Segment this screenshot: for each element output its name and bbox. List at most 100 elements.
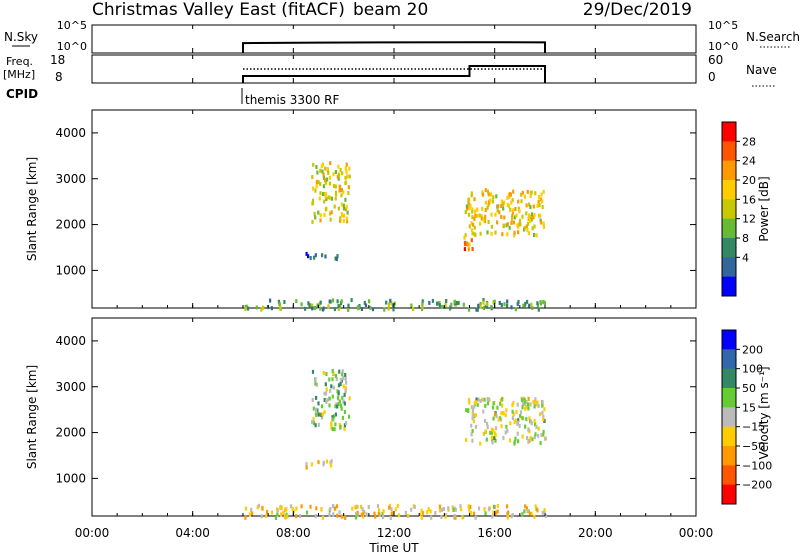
range-gate-cell	[334, 373, 337, 378]
range-gate-cell	[467, 409, 470, 413]
range-gate-cell	[329, 463, 333, 468]
range-gate-cell	[542, 300, 545, 304]
range-gate-cell	[385, 300, 388, 305]
range-gate-cell	[516, 431, 519, 436]
range-gate-cell	[490, 224, 493, 229]
range-gate-cell	[482, 300, 485, 305]
nsky-tick-top: 10^5	[57, 19, 87, 32]
range-gate-cell	[244, 515, 247, 520]
range-gate-cell	[365, 512, 368, 517]
colorbar-frame	[721, 329, 737, 505]
range-gate-cell	[543, 407, 546, 412]
y-tick-label: 4000	[55, 334, 86, 348]
range-gate-cell	[440, 507, 443, 512]
range-gate-cell	[529, 219, 532, 224]
colorbar-swatch	[722, 349, 736, 370]
range-gate-cell	[461, 515, 464, 520]
range-gate-cell	[494, 433, 497, 438]
range-gate-cell	[328, 175, 332, 180]
range-gate-cell	[307, 254, 310, 259]
range-gate-cell	[467, 212, 471, 217]
range-gate-cell	[319, 213, 322, 218]
xaxis-label: Time UT	[368, 541, 419, 554]
range-gate-cell	[295, 514, 298, 519]
range-gate-cell	[383, 307, 386, 312]
range-gate-cell	[344, 207, 347, 212]
colorbar-swatch	[722, 199, 736, 220]
range-gate-cell	[334, 196, 337, 201]
range-gate-cell	[460, 507, 463, 512]
range-gate-cell	[337, 206, 340, 211]
range-gate-cell	[530, 190, 533, 195]
range-gate-cell	[501, 232, 504, 237]
range-gate-cell	[323, 199, 326, 204]
range-gate-cell	[343, 392, 346, 397]
range-gate-cell	[517, 230, 520, 235]
range-gate-cell	[308, 303, 311, 308]
range-gate-cell	[321, 162, 325, 167]
range-gate-cell	[283, 300, 286, 304]
range-gate-cell	[338, 188, 341, 193]
range-gate-cell	[473, 232, 476, 237]
range-gate-cell	[527, 396, 530, 401]
range-gate-cell	[538, 195, 541, 199]
freq-panel: Freq. [MHz] 18 8 60 0 Nave	[3, 53, 777, 87]
range-gate-cell	[490, 231, 493, 236]
range-gate-cell	[320, 413, 323, 418]
range-gate-cell	[315, 506, 318, 511]
range-gate-cell	[311, 201, 314, 206]
range-gate-cell	[345, 421, 348, 425]
range-gate-cell	[517, 199, 520, 204]
range-gate-cell	[330, 196, 333, 201]
range-gate-cell	[511, 198, 514, 203]
range-gate-cell	[347, 303, 350, 308]
range-gate-cell	[337, 304, 340, 309]
range-gate-cell	[318, 302, 321, 307]
range-gate-cell	[492, 416, 495, 421]
range-gate-cell	[528, 303, 531, 308]
nave-tick-bottom: 0	[708, 70, 716, 84]
range-gate-cell	[528, 202, 531, 207]
range-gate-cell	[539, 213, 542, 218]
range-gate-cell	[344, 197, 347, 202]
range-gate-cell	[531, 437, 534, 442]
range-gate-cell	[371, 307, 375, 312]
range-gate-cell	[496, 503, 499, 508]
range-gate-cell	[484, 511, 487, 516]
range-gate-cell	[319, 300, 322, 305]
range-gate-cell	[345, 204, 348, 209]
range-gate-cell	[276, 512, 279, 517]
x-tick-label: 04:00	[175, 526, 210, 540]
range-gate-cell	[467, 397, 471, 402]
range-gate-cell	[337, 176, 340, 181]
range-gate-cell	[466, 242, 469, 247]
range-gate-cell	[244, 506, 248, 511]
colorbar-tick-label: −15	[742, 421, 765, 434]
range-gate-cell	[330, 299, 333, 304]
range-gate-cell	[338, 399, 341, 404]
range-gate-cell	[529, 436, 532, 441]
range-gate-cell	[469, 504, 472, 509]
range-gate-cell	[328, 403, 331, 408]
range-gate-cell	[429, 509, 432, 514]
range-gate-cell	[335, 192, 338, 197]
range-gate-cell	[328, 181, 331, 186]
range-gate-cell	[343, 423, 346, 428]
range-gate-cell	[348, 396, 351, 401]
range-gate-cell	[484, 200, 487, 205]
range-gate-cell	[526, 509, 529, 513]
range-gate-cell	[468, 400, 471, 405]
range-gate-cell	[518, 222, 521, 227]
range-gate-cell	[540, 433, 543, 437]
freq-unit: [MHz]	[3, 68, 35, 81]
range-gate-cell	[324, 391, 328, 396]
range-gate-cell	[500, 199, 503, 204]
range-gate-cell	[497, 204, 500, 209]
range-gate-cell	[486, 230, 489, 235]
range-gate-cell	[337, 383, 341, 388]
range-gate-cell	[320, 164, 323, 169]
range-gate-cell	[319, 218, 322, 223]
range-gate-cell	[523, 397, 526, 402]
range-gate-cell	[521, 190, 524, 195]
range-gate-cell	[453, 299, 456, 304]
